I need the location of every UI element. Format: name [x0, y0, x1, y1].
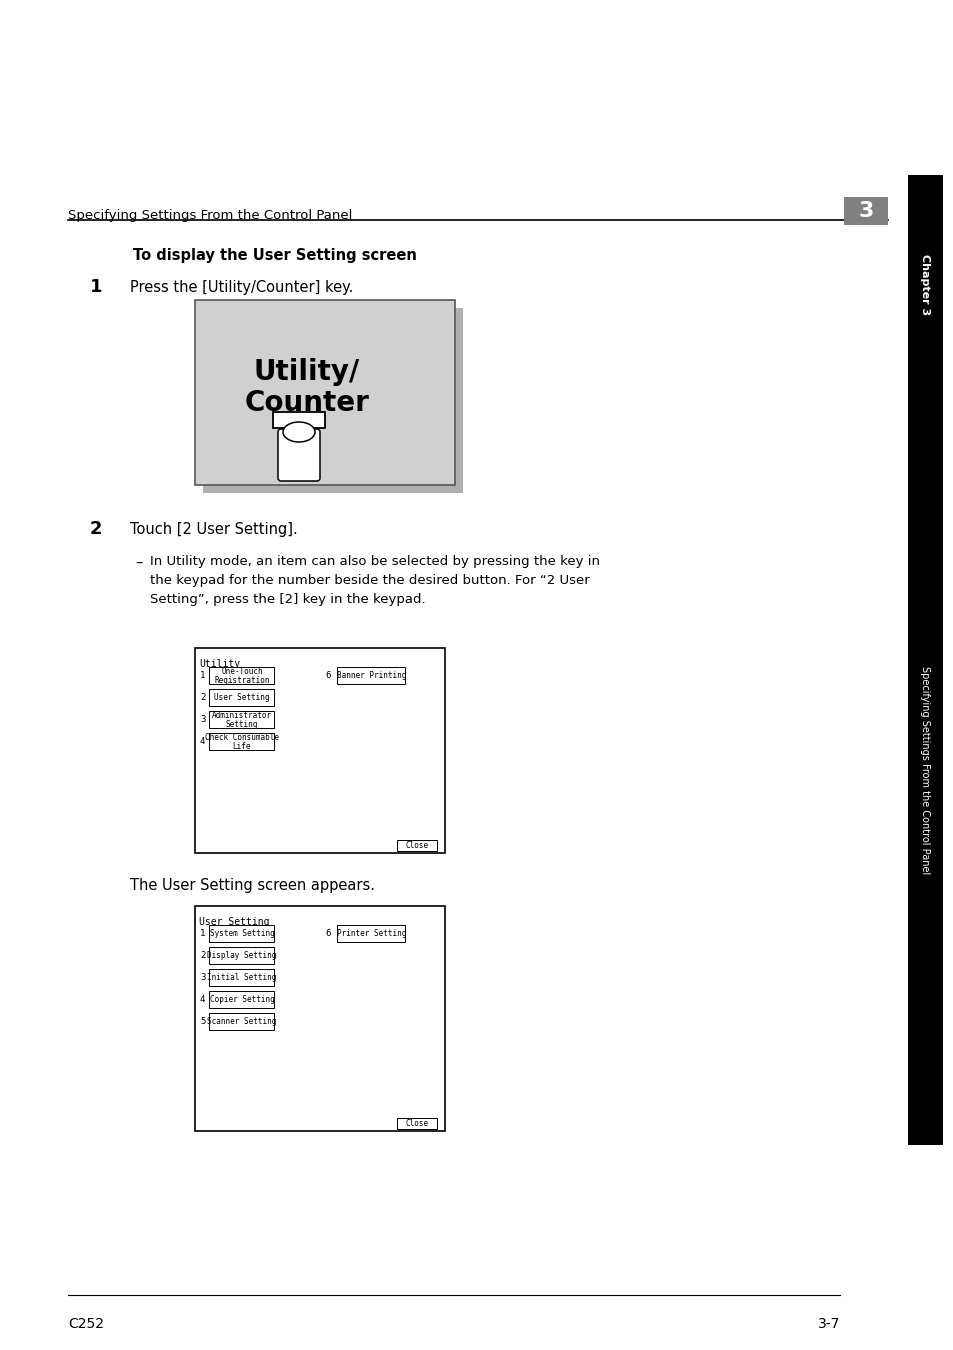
- Text: 3-7: 3-7: [817, 1318, 840, 1331]
- Text: Registration: Registration: [214, 676, 270, 684]
- Text: 5: 5: [200, 1017, 205, 1026]
- Text: Printer Setting: Printer Setting: [336, 929, 406, 937]
- Bar: [337, 925, 405, 942]
- Text: Utility: Utility: [199, 659, 240, 670]
- Text: 3: 3: [200, 714, 205, 724]
- Text: Administrator: Administrator: [212, 711, 272, 720]
- Text: Setting: Setting: [226, 720, 258, 729]
- Text: 2: 2: [200, 950, 205, 960]
- Bar: [843, 197, 887, 225]
- Text: 1: 1: [200, 671, 205, 679]
- Text: 3: 3: [200, 972, 205, 981]
- Bar: [209, 1012, 274, 1030]
- Text: Close: Close: [405, 841, 428, 849]
- Text: 6: 6: [325, 671, 330, 679]
- Bar: [209, 711, 274, 728]
- Bar: [209, 969, 274, 986]
- Text: 2: 2: [200, 693, 205, 702]
- Bar: [209, 925, 274, 942]
- Text: To display the User Setting screen: To display the User Setting screen: [132, 248, 416, 263]
- Text: System Setting: System Setting: [210, 929, 274, 937]
- Bar: [194, 300, 455, 485]
- Text: the keypad for the number beside the desired button. For “2 User: the keypad for the number beside the des…: [150, 574, 589, 587]
- Text: Initial Setting: Initial Setting: [207, 972, 276, 981]
- Text: 2: 2: [90, 520, 102, 539]
- Bar: [194, 648, 444, 853]
- Text: C252: C252: [68, 1318, 104, 1331]
- Text: 4: 4: [200, 737, 205, 745]
- Text: Display Setting: Display Setting: [207, 950, 276, 960]
- Text: In Utility mode, an item can also be selected by pressing the key in: In Utility mode, an item can also be sel…: [150, 555, 599, 568]
- Bar: [209, 946, 274, 964]
- Text: 3: 3: [858, 201, 873, 221]
- Bar: [209, 991, 274, 1008]
- Text: Specifying Settings From the Control Panel: Specifying Settings From the Control Pan…: [920, 666, 929, 875]
- Text: Chapter 3: Chapter 3: [920, 254, 929, 316]
- Text: Banner Printing: Banner Printing: [336, 671, 406, 679]
- Text: Copier Setting: Copier Setting: [210, 995, 274, 1003]
- Text: 6: 6: [325, 929, 330, 937]
- Text: Specifying Settings From the Control Panel: Specifying Settings From the Control Pan…: [68, 208, 352, 221]
- Text: Check Consumable: Check Consumable: [205, 733, 278, 743]
- Text: Scanner Setting: Scanner Setting: [207, 1017, 276, 1026]
- Text: User Setting: User Setting: [214, 693, 270, 702]
- FancyBboxPatch shape: [277, 429, 319, 481]
- Ellipse shape: [283, 423, 314, 441]
- Bar: [209, 688, 274, 706]
- Text: Life: Life: [233, 743, 251, 751]
- Bar: [907, 396, 942, 1145]
- Text: Setting”, press the [2] key in the keypad.: Setting”, press the [2] key in the keypa…: [150, 593, 425, 606]
- Bar: [396, 1118, 436, 1129]
- Bar: [203, 308, 462, 493]
- Text: –: –: [135, 555, 142, 570]
- Bar: [273, 412, 325, 428]
- Text: User Setting: User Setting: [199, 917, 269, 927]
- Text: The User Setting screen appears.: The User Setting screen appears.: [130, 878, 375, 892]
- Text: 1: 1: [200, 929, 205, 937]
- Text: 4: 4: [200, 995, 205, 1003]
- Text: One-Touch: One-Touch: [221, 667, 262, 676]
- Bar: [907, 176, 942, 396]
- Text: 1: 1: [90, 278, 102, 296]
- Text: Close: Close: [405, 1119, 428, 1127]
- Bar: [209, 733, 274, 751]
- Text: Touch [2 User Setting].: Touch [2 User Setting].: [130, 522, 297, 537]
- Text: Press the [Utility/Counter] key.: Press the [Utility/Counter] key.: [130, 279, 353, 296]
- Text: Utility/
Counter: Utility/ Counter: [244, 358, 369, 417]
- Bar: [194, 906, 444, 1131]
- Bar: [337, 667, 405, 684]
- Bar: [396, 840, 436, 850]
- Bar: [209, 667, 274, 684]
